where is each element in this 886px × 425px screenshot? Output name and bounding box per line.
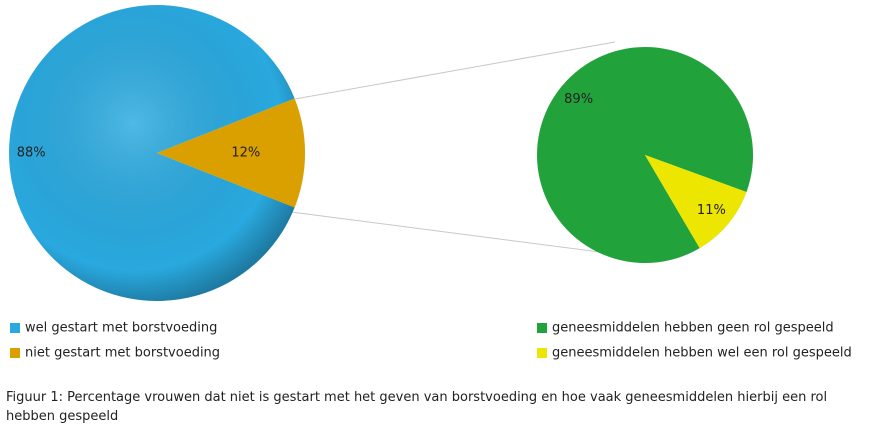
legend-marker xyxy=(537,323,547,333)
legend-marker xyxy=(10,323,20,333)
slice-label: 89% xyxy=(564,92,593,107)
slice-label: 88% xyxy=(17,146,46,161)
slice-label: 12% xyxy=(231,146,260,161)
slice-label: 11% xyxy=(697,203,726,218)
legend-marker xyxy=(10,348,20,358)
legend-label: geneesmiddelen hebben geen rol gespeeld xyxy=(552,321,834,336)
pie-slice xyxy=(645,155,747,249)
legend-label: niet gestart met borstvoeding xyxy=(25,346,220,361)
chart: 88% wel gestart met borstvoeding 12% niet g… xyxy=(9,4,852,361)
legend-marker xyxy=(537,348,547,358)
caption: Figuur 1: Percentage vrouwen dat niet is… xyxy=(6,390,828,424)
legend-label: wel gestart met borstvoeding xyxy=(25,321,217,336)
legend-label: geneesmiddelen hebben wel een rol gespee… xyxy=(552,346,852,361)
pie-slice xyxy=(157,98,306,208)
